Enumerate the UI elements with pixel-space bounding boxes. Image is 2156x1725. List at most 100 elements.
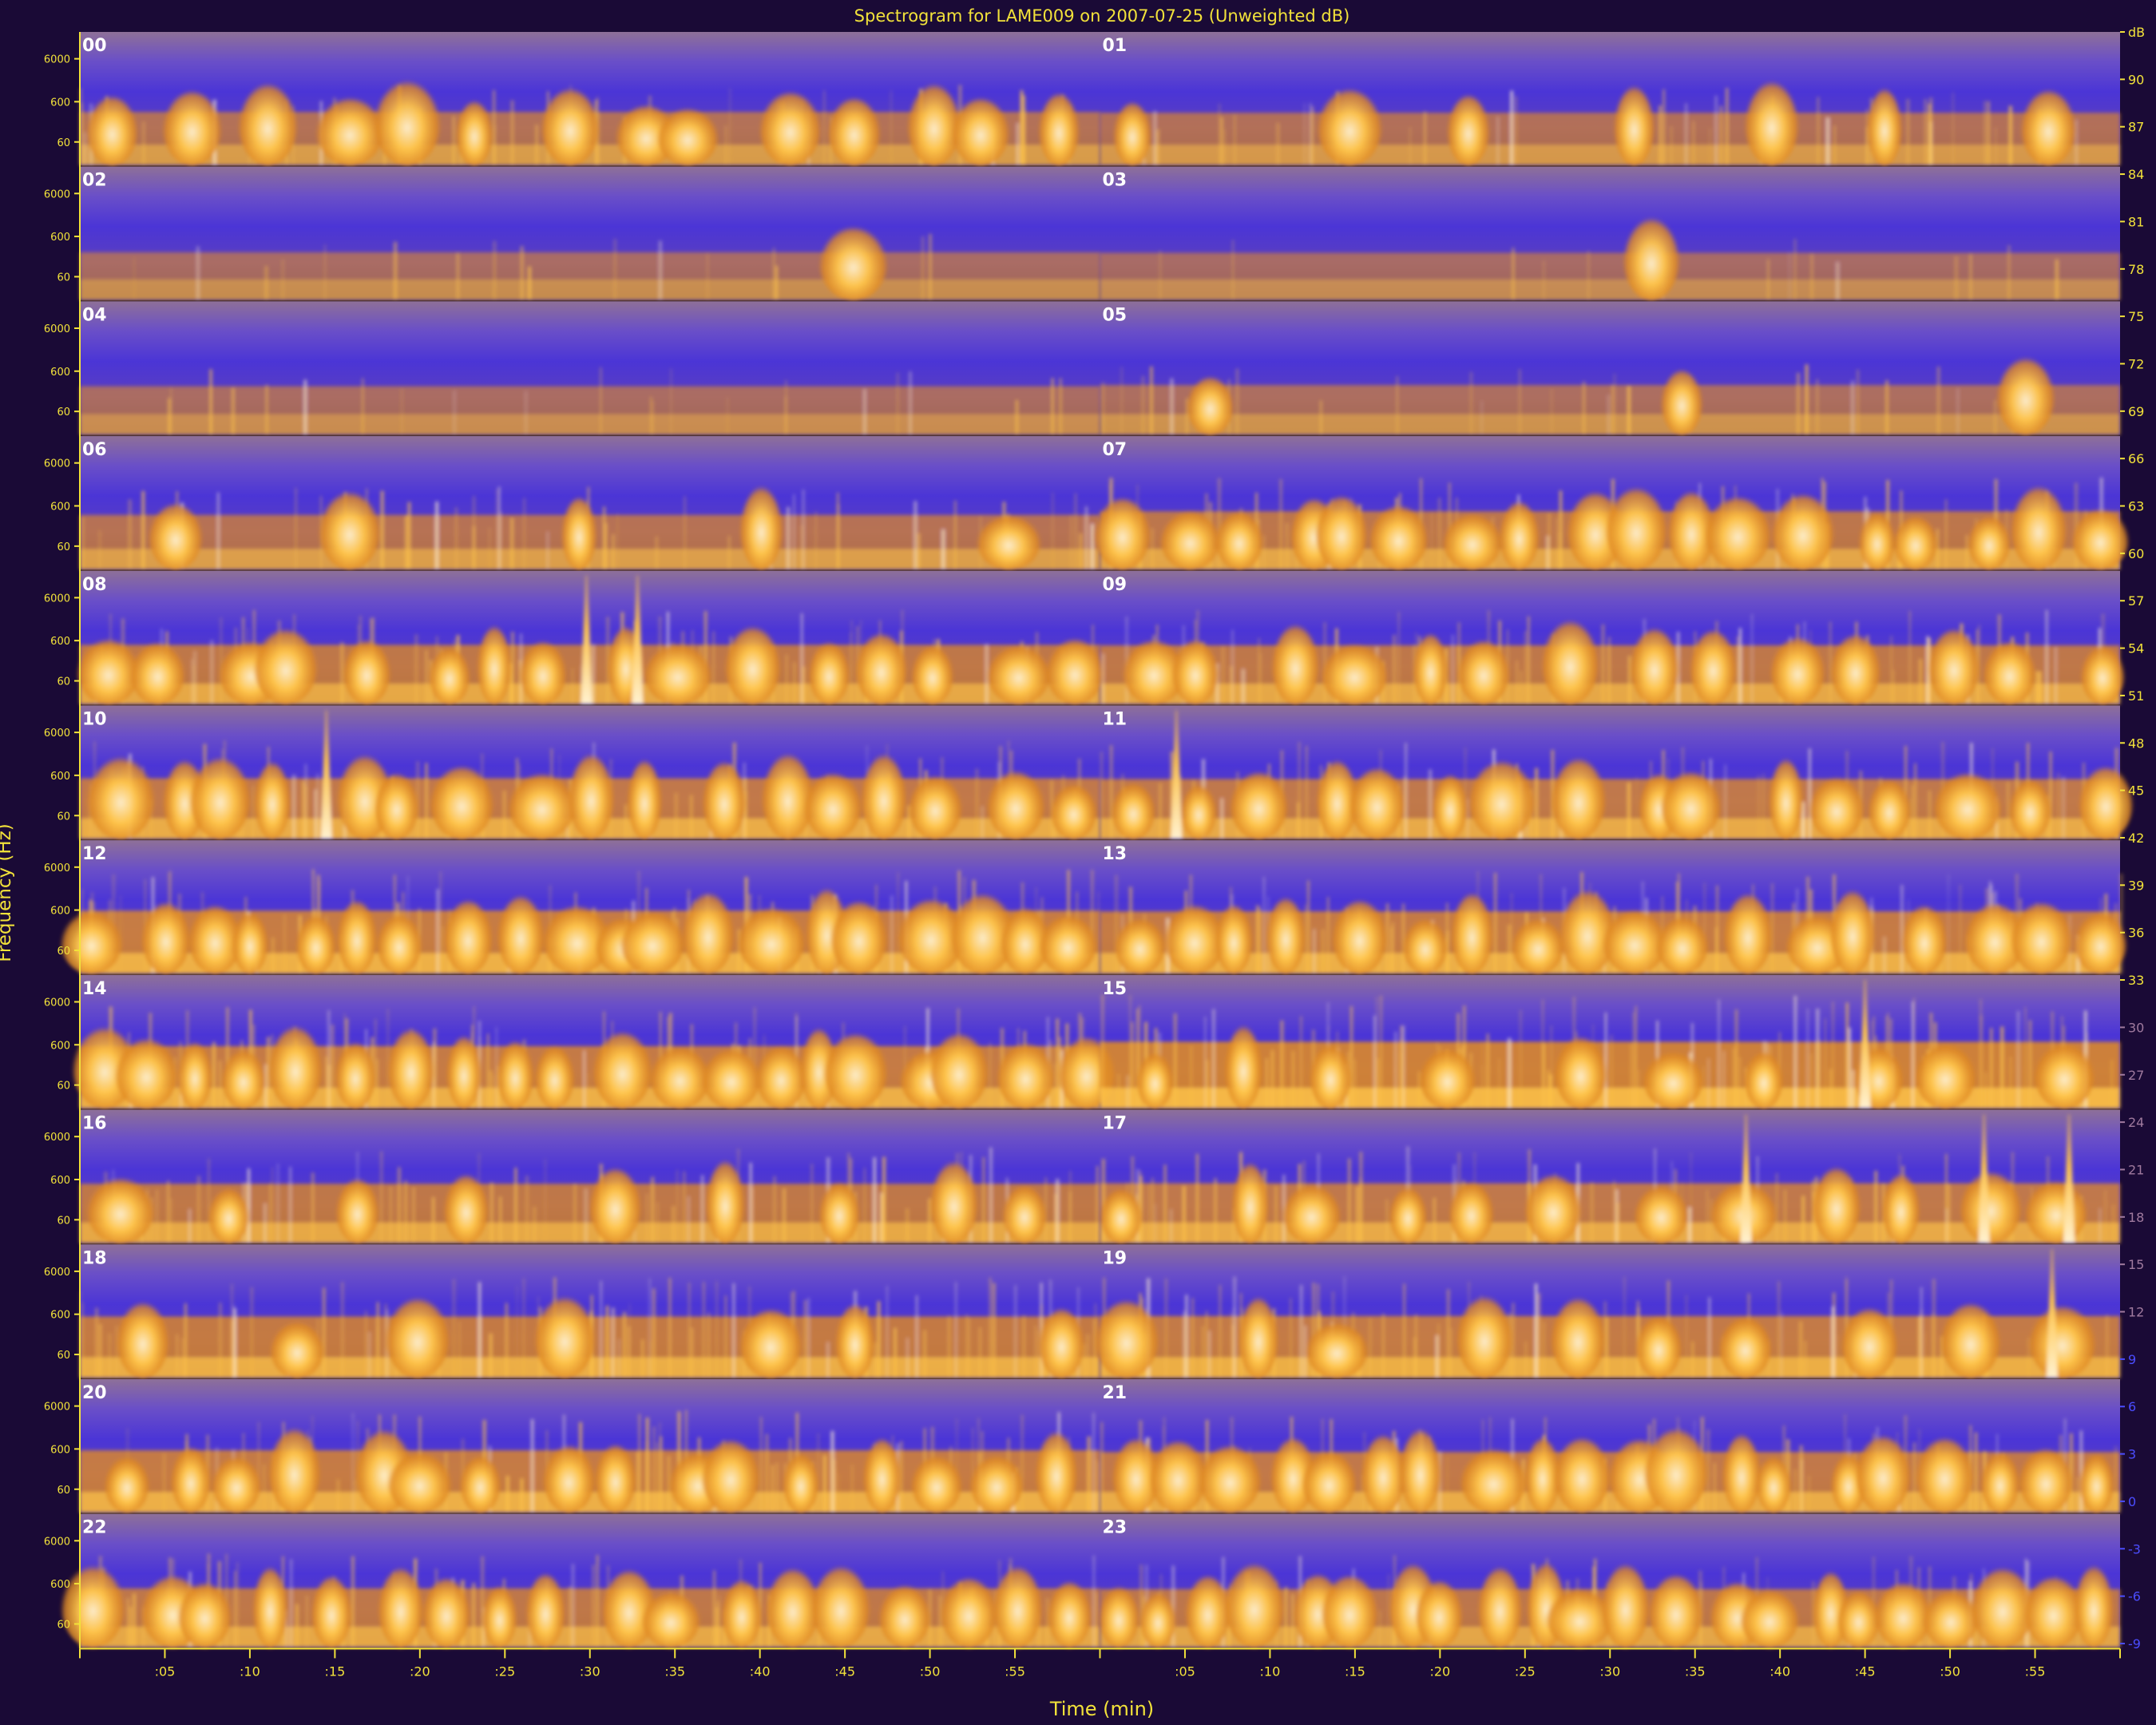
broadband-streak <box>533 1207 537 1243</box>
y-tick-label: 6000 <box>44 323 70 335</box>
broadband-streak <box>487 1033 489 1108</box>
event-burst <box>1967 509 2011 571</box>
broadband-streak <box>149 799 153 839</box>
broadband-streak <box>2075 119 2078 165</box>
broadband-streak <box>458 1321 460 1378</box>
broadband-streak <box>906 1208 910 1243</box>
broadband-streak <box>672 1206 675 1243</box>
broadband-streak <box>1734 1009 1738 1108</box>
broadband-streak <box>624 804 627 839</box>
broadband-streak <box>1613 374 1616 435</box>
spectrogram-row: 08 09 6000 600 60 <box>44 570 2126 705</box>
x-tick-label: :05 <box>1175 1664 1195 1679</box>
broadband-streak <box>1959 884 1961 974</box>
broadband-streak <box>1984 101 1986 165</box>
broadband-streak <box>1851 380 1854 435</box>
broadband-streak <box>623 1311 626 1378</box>
broadband-streak <box>1627 782 1631 839</box>
broadband-streak <box>670 368 672 435</box>
broadband-streak <box>605 1305 609 1378</box>
event-burst <box>985 762 1046 840</box>
broadband-streak <box>2099 1208 2101 1243</box>
event-burst <box>176 1574 232 1648</box>
event-burst <box>1858 505 1896 571</box>
broadband-streak <box>629 804 632 839</box>
broadband-streak <box>142 121 145 165</box>
broadband-streak <box>1110 745 1113 839</box>
noise-core <box>1100 414 2120 435</box>
broadband-streak <box>1164 1278 1167 1378</box>
event-burst <box>561 488 597 571</box>
broadband-streak <box>1738 1057 1741 1108</box>
broadband-streak <box>481 1556 484 1648</box>
event-burst <box>2018 1440 2075 1514</box>
broadband-streak <box>1969 253 1972 300</box>
hour-label: 06 <box>82 440 107 460</box>
x-tick-label: :25 <box>494 1664 515 1679</box>
broadband-streak <box>440 871 442 974</box>
broadband-streak <box>316 773 319 839</box>
broadband-streak <box>776 1462 778 1513</box>
broadband-streak <box>95 1307 98 1378</box>
event-burst <box>906 73 962 166</box>
broadband-streak <box>652 400 654 435</box>
broadband-streak <box>600 1280 602 1378</box>
broadband-streak <box>830 1430 834 1513</box>
broadband-streak <box>864 1168 866 1243</box>
broadband-streak <box>760 1417 763 1513</box>
broadband-streak <box>1185 1295 1188 1378</box>
broadband-streak <box>1139 1005 1140 1108</box>
broadband-streak <box>1708 1058 1710 1108</box>
broadband-streak <box>1310 102 1312 165</box>
broadband-streak <box>1628 656 1631 704</box>
event-burst <box>252 1556 288 1648</box>
broadband-streak <box>1405 743 1407 839</box>
broadband-streak <box>1781 1311 1782 1378</box>
broadband-streak <box>921 236 925 300</box>
broadband-streak <box>303 379 307 435</box>
broadband-streak <box>715 1607 719 1648</box>
broadband-streak <box>1516 660 1518 704</box>
broadband-streak <box>1017 123 1020 165</box>
hour-21-energy <box>1100 1414 2120 1514</box>
event-burst <box>1001 1177 1048 1244</box>
event-burst <box>1037 1299 1086 1379</box>
broadband-streak <box>1607 644 1610 704</box>
event-burst <box>141 893 191 975</box>
broadband-streak <box>569 1586 571 1648</box>
broadband-streak <box>612 1307 614 1378</box>
broadband-streak <box>1361 1474 1363 1513</box>
event-burst <box>115 1292 170 1379</box>
event-burst <box>1940 1294 2002 1379</box>
broadband-streak <box>168 398 171 435</box>
broadband-streak <box>928 1198 931 1243</box>
event-burst <box>525 1564 566 1648</box>
event-burst <box>592 1021 653 1109</box>
broadband-streak <box>129 1606 133 1648</box>
event-burst <box>910 1448 963 1514</box>
broadband-streak <box>1151 1177 1154 1243</box>
event-burst <box>211 1449 262 1513</box>
event-burst <box>455 93 493 166</box>
broadband-streak <box>941 529 945 570</box>
colorbar-label: 39 <box>2128 878 2144 893</box>
broadband-streak <box>1159 250 1161 300</box>
event-burst <box>542 1437 596 1513</box>
broadband-streak <box>1945 499 1947 570</box>
broadband-streak <box>612 533 615 570</box>
y-tick-label: 600 <box>50 501 70 513</box>
event-burst <box>1441 506 1504 571</box>
broadband-streak <box>1446 1457 1449 1513</box>
broadband-streak <box>1808 748 1811 839</box>
event-burst <box>429 756 495 840</box>
broadband-streak <box>837 504 839 570</box>
broadband-streak <box>587 1073 589 1108</box>
broadband-streak <box>1415 1314 1417 1378</box>
event-burst <box>2079 1445 2114 1513</box>
broadband-streak <box>286 1610 287 1648</box>
event-burst <box>860 744 907 840</box>
y-tick-label: 6000 <box>44 54 70 66</box>
colorbar-label: 24 <box>2128 1115 2144 1130</box>
hour-label: 20 <box>82 1383 107 1403</box>
broadband-streak <box>923 1330 926 1378</box>
